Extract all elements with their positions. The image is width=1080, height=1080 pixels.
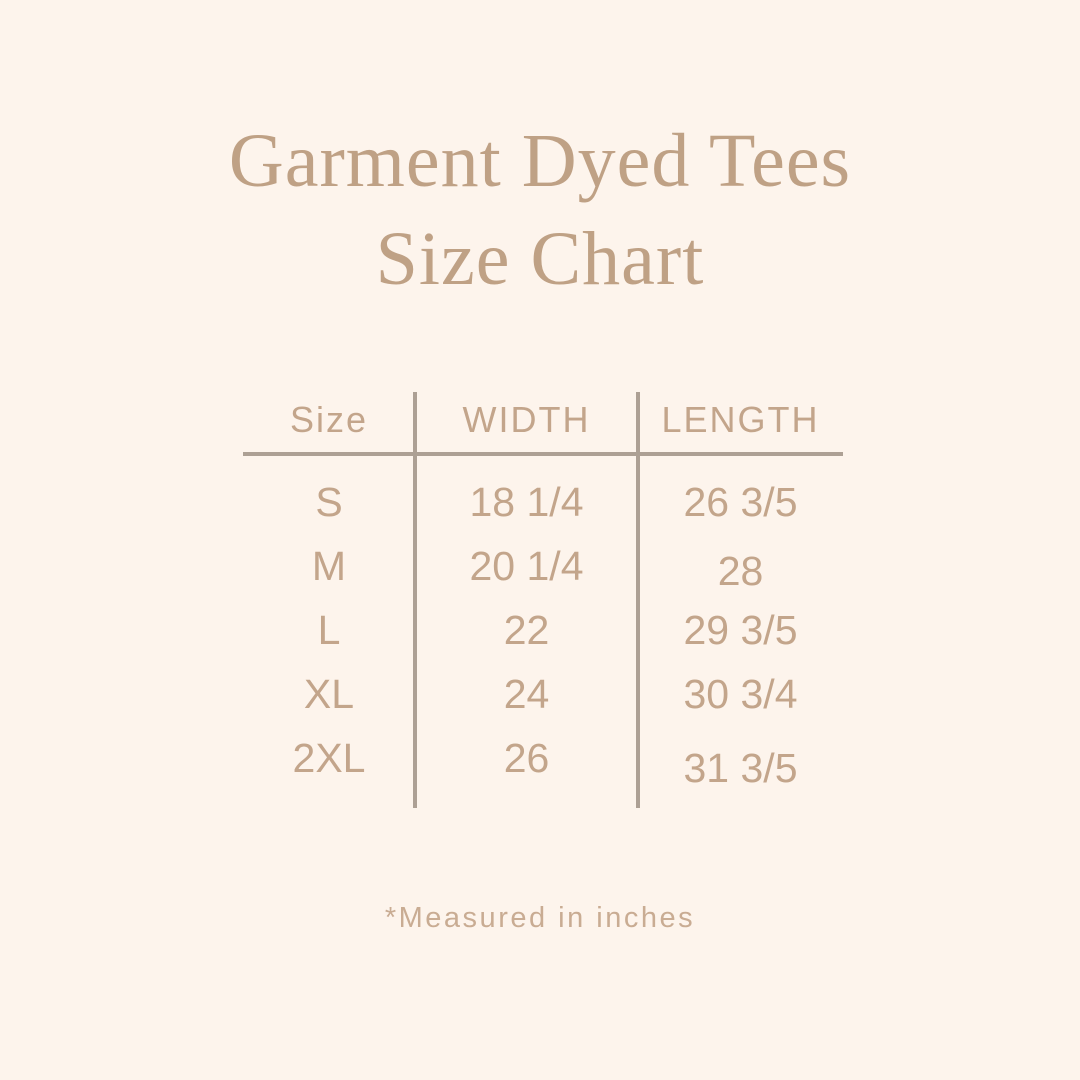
width-cell: 26 xyxy=(503,734,550,781)
length-cell: 31 3/5 xyxy=(683,744,798,791)
header-width: WIDTH xyxy=(462,399,591,440)
size-cell: 2XL xyxy=(292,734,366,781)
table-header-row: Size WIDTH LENGTH xyxy=(243,392,843,448)
header-length: LENGTH xyxy=(661,399,820,440)
page-title-line1: Garment Dyed Tees xyxy=(228,119,852,203)
measurement-note: *Measured in inches xyxy=(384,902,696,934)
header-rule xyxy=(243,452,843,456)
size-chart-table: Size WIDTH LENGTH S 18 1/4 26 3/5 M 20 1… xyxy=(243,392,843,808)
size-cell: S xyxy=(315,478,343,525)
width-cell: 22 xyxy=(503,606,550,653)
width-cell: 20 1/4 xyxy=(469,542,584,589)
column-divider-2 xyxy=(636,392,640,808)
length-cell: 26 3/5 xyxy=(683,478,798,525)
width-cell: 24 xyxy=(503,670,550,717)
size-cell: M xyxy=(311,542,347,589)
length-cell: 29 3/5 xyxy=(683,606,798,653)
header-size: Size xyxy=(289,399,369,440)
column-divider-1 xyxy=(413,392,417,808)
length-cell: 28 xyxy=(717,547,764,594)
table-body: S 18 1/4 26 3/5 M 20 1/4 28 L 22 29 3/5 … xyxy=(243,470,843,791)
length-cell: 30 3/4 xyxy=(683,670,798,717)
size-cell: L xyxy=(317,606,341,653)
size-cell: XL xyxy=(303,670,355,717)
page-title-line2: Size Chart xyxy=(375,217,705,301)
page-title: Garment Dyed Tees Size Chart xyxy=(0,112,1080,308)
width-cell: 18 1/4 xyxy=(469,478,584,525)
